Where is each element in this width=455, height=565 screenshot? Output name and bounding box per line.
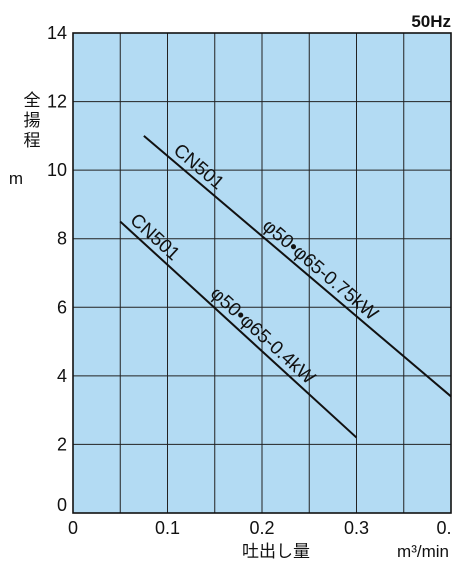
x-tick-label: 0.3 bbox=[344, 518, 369, 538]
frequency-label: 50Hz bbox=[411, 12, 451, 31]
y-tick-label: 4 bbox=[57, 366, 67, 386]
y-axis-unit: m bbox=[9, 169, 23, 188]
y-tick-label: 8 bbox=[57, 229, 67, 249]
series-line-2 bbox=[119, 220, 358, 439]
y-axis-label-char-2: 揚 bbox=[24, 111, 41, 130]
x-tick-labels: 0 0.1 0.2 0.3 0. bbox=[68, 518, 452, 538]
y-tick-label: 2 bbox=[57, 434, 67, 454]
x-tick-label: 0 bbox=[68, 518, 78, 538]
y-tick-label: 10 bbox=[47, 160, 67, 180]
series-lines bbox=[119, 135, 452, 439]
x-tick-label: 0. bbox=[436, 518, 451, 538]
y-axis-label-char-1: 全 bbox=[24, 91, 41, 110]
x-tick-label: 0.1 bbox=[155, 518, 180, 538]
x-tick-label: 0.2 bbox=[249, 518, 274, 538]
series-line-1 bbox=[143, 135, 452, 398]
x-axis-label: 吐出し量 bbox=[242, 542, 310, 561]
plot-frame bbox=[72, 32, 452, 514]
y-tick-label: 0 bbox=[57, 495, 67, 515]
y-tick-label: 12 bbox=[47, 92, 67, 112]
x-axis-unit: m³/min bbox=[397, 542, 449, 561]
y-axis-label-char-3: 程 bbox=[24, 131, 41, 150]
y-tick-labels: 0 2 4 6 8 10 12 14 bbox=[47, 23, 67, 515]
y-tick-label: 6 bbox=[57, 297, 67, 317]
y-tick-label: 14 bbox=[47, 23, 67, 43]
grid bbox=[73, 33, 451, 513]
